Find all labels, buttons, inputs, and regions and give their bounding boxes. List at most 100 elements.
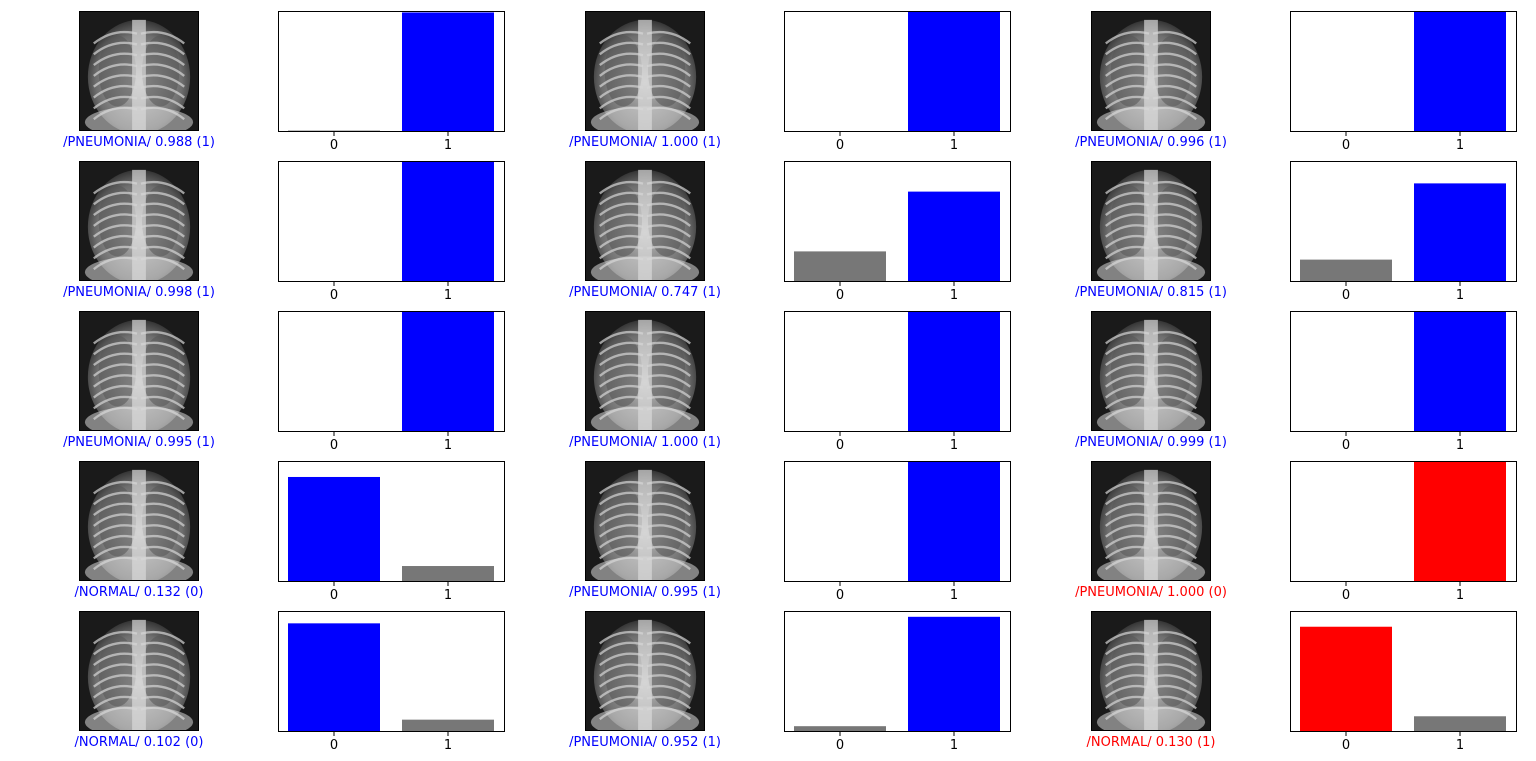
caption-true-class: (1)	[196, 435, 215, 450]
axes-frame	[278, 461, 505, 582]
bar-class-1	[1414, 11, 1506, 132]
bar-class-1	[1414, 311, 1506, 432]
caption-true-class: (1)	[702, 735, 721, 750]
prediction-caption: /PNEUMONIA/ 0.747 (1)	[525, 285, 765, 300]
bar-class-0	[1300, 259, 1392, 282]
x-tick-label: 1	[444, 288, 452, 303]
prediction-caption: /PNEUMONIA/ 1.000 (0)	[1031, 585, 1271, 600]
xray-panel	[585, 311, 705, 431]
prediction-caption: /PNEUMONIA/ 0.999 (1)	[1031, 435, 1271, 450]
prediction-caption: /NORMAL/ 0.102 (0)	[19, 735, 259, 750]
axes-frame	[1290, 311, 1517, 432]
caption-score: 0.995	[661, 585, 699, 600]
xray-image	[80, 12, 198, 130]
x-tick-label: 0	[836, 138, 844, 153]
caption-label: /PNEUMONIA/	[569, 285, 658, 300]
xray-image	[1092, 612, 1210, 730]
x-tick-label: 1	[950, 738, 958, 753]
x-tick-label: 1	[444, 438, 452, 453]
bar-class-1	[908, 311, 1000, 432]
prediction-caption: /PNEUMONIA/ 1.000 (1)	[525, 435, 765, 450]
xray-panel	[79, 161, 199, 281]
caption-score: 0.132	[143, 585, 181, 600]
caption-true-class: (1)	[702, 135, 721, 150]
bar-class-1	[402, 566, 494, 582]
caption-label: /PNEUMONIA/	[1075, 285, 1164, 300]
bar-class-0	[288, 476, 380, 582]
x-tick-label: 1	[1456, 288, 1464, 303]
caption-label: /PNEUMONIA/	[569, 435, 658, 450]
x-tick-label: 1	[444, 738, 452, 753]
x-tick-label: 0	[1342, 738, 1350, 753]
caption-true-class: (0)	[185, 585, 204, 600]
caption-score: 0.747	[661, 285, 699, 300]
caption-score: 1.000	[661, 435, 699, 450]
bar-class-1	[402, 719, 494, 732]
xray-image	[586, 12, 704, 130]
xray-panel	[585, 611, 705, 731]
bar-class-1	[402, 161, 494, 282]
xray-image	[80, 462, 198, 580]
caption-label: /NORMAL/	[74, 735, 140, 750]
xray-panel	[585, 11, 705, 131]
bar-class-1	[1414, 183, 1506, 282]
prediction-caption: /PNEUMONIA/ 0.995 (1)	[19, 435, 259, 450]
x-tick-label: 0	[330, 138, 338, 153]
x-tick-label: 0	[330, 738, 338, 753]
caption-label: /PNEUMONIA/	[569, 585, 658, 600]
xray-image	[586, 612, 704, 730]
xray-panel	[1091, 311, 1211, 431]
caption-label: /PNEUMONIA/	[1075, 585, 1164, 600]
x-tick-label: 1	[1456, 438, 1464, 453]
x-tick-label: 0	[836, 588, 844, 603]
caption-true-class: (1)	[702, 585, 721, 600]
caption-true-class: (1)	[702, 435, 721, 450]
prediction-caption: /NORMAL/ 0.132 (0)	[19, 585, 259, 600]
caption-score: 1.000	[1167, 585, 1205, 600]
axes-frame	[1290, 611, 1517, 732]
x-tick-label: 1	[1456, 738, 1464, 753]
x-tick-label: 1	[950, 588, 958, 603]
caption-label: /PNEUMONIA/	[63, 285, 152, 300]
x-tick-label: 0	[330, 438, 338, 453]
x-tick-label: 0	[1342, 288, 1350, 303]
caption-true-class: (1)	[196, 135, 215, 150]
xray-panel	[79, 611, 199, 731]
caption-score: 0.995	[155, 435, 193, 450]
prediction-caption: /PNEUMONIA/ 0.988 (1)	[19, 135, 259, 150]
bar-class-0	[288, 623, 380, 732]
xray-panel	[1091, 461, 1211, 581]
x-tick-label: 0	[1342, 138, 1350, 153]
bar-class-1	[1414, 461, 1506, 582]
prediction-caption: /NORMAL/ 0.130 (1)	[1031, 735, 1271, 750]
caption-label: /PNEUMONIA/	[63, 435, 152, 450]
x-tick-label: 1	[444, 588, 452, 603]
x-tick-label: 1	[444, 138, 452, 153]
caption-score: 1.000	[661, 135, 699, 150]
xray-image	[1092, 162, 1210, 280]
caption-score: 0.130	[1155, 735, 1193, 750]
axes-frame	[784, 11, 1011, 132]
axes-frame	[784, 461, 1011, 582]
x-tick-label: 1	[1456, 138, 1464, 153]
caption-true-class: (1)	[1208, 435, 1227, 450]
caption-label: /PNEUMONIA/	[1075, 435, 1164, 450]
caption-score: 0.952	[661, 735, 699, 750]
xray-panel	[79, 311, 199, 431]
caption-score: 0.102	[143, 735, 181, 750]
caption-true-class: (1)	[1208, 285, 1227, 300]
xray-panel	[79, 11, 199, 131]
x-tick-label: 0	[330, 588, 338, 603]
xray-image	[80, 312, 198, 430]
bar-class-1	[908, 616, 1000, 732]
axes-frame	[784, 311, 1011, 432]
caption-score: 0.996	[1167, 135, 1205, 150]
